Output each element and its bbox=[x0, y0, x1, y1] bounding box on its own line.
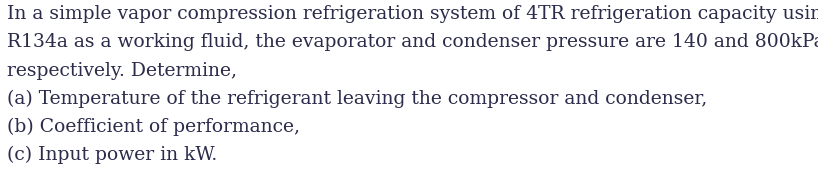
Text: In a simple vapor compression refrigeration system of 4TR refrigeration capacity: In a simple vapor compression refrigerat… bbox=[7, 5, 818, 23]
Text: (c) Input power in kW.: (c) Input power in kW. bbox=[7, 146, 217, 165]
Text: (a) Temperature of the refrigerant leaving the compressor and condenser,: (a) Temperature of the refrigerant leavi… bbox=[7, 90, 707, 108]
Text: R134a as a working fluid, the evaporator and condenser pressure are 140 and 800k: R134a as a working fluid, the evaporator… bbox=[7, 33, 818, 51]
Text: respectively. Determine,: respectively. Determine, bbox=[7, 62, 236, 80]
Text: (b) Coefficient of performance,: (b) Coefficient of performance, bbox=[7, 118, 299, 136]
